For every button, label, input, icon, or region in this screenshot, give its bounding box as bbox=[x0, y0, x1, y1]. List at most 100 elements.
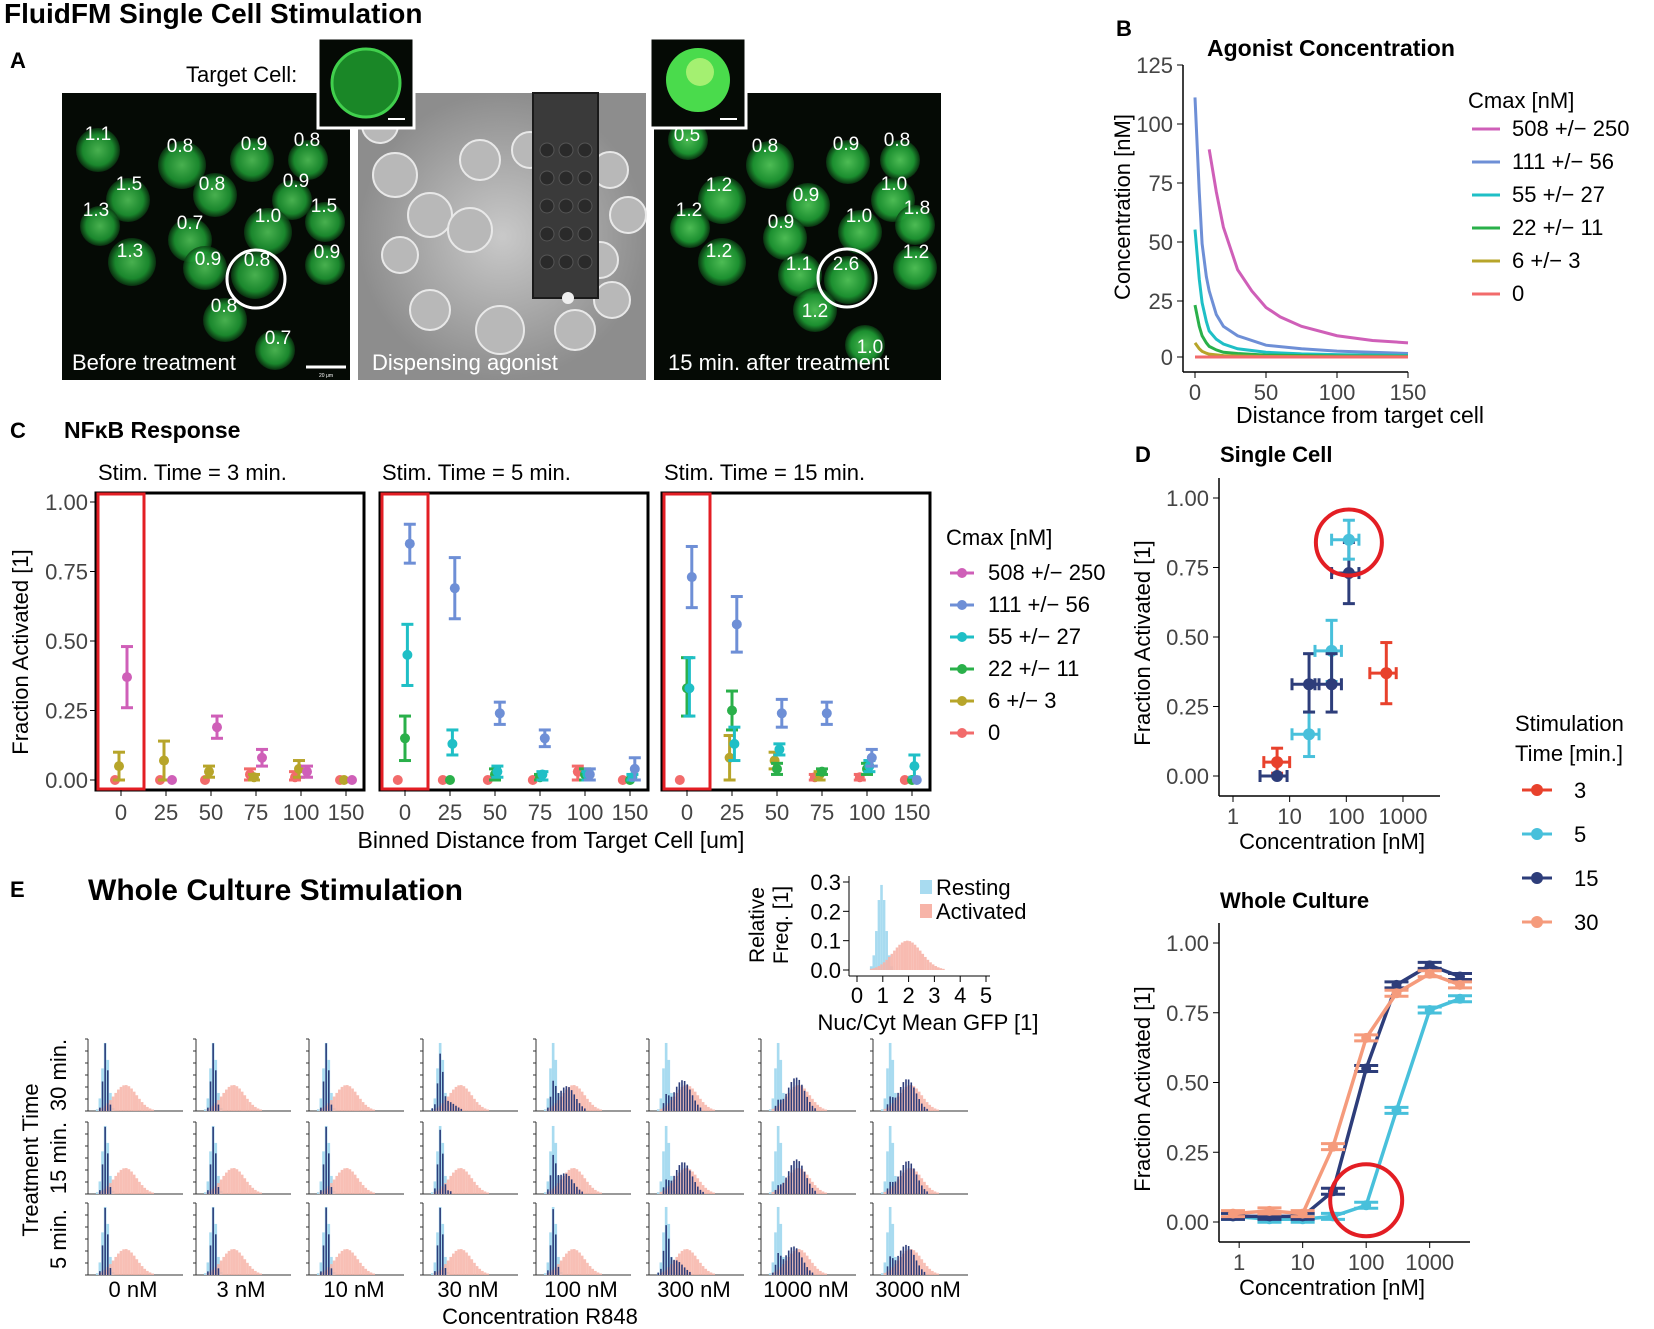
legend-key-activated bbox=[920, 904, 932, 918]
sample-bar bbox=[207, 1190, 209, 1194]
activated-bar bbox=[473, 1098, 476, 1111]
sample-bar bbox=[436, 1083, 439, 1111]
sample-bar bbox=[809, 1183, 811, 1194]
data-point bbox=[686, 572, 697, 583]
data-point bbox=[392, 775, 403, 785]
resting-bar bbox=[319, 1181, 323, 1194]
activated-bar bbox=[819, 1106, 822, 1111]
data-point bbox=[731, 619, 742, 630]
activated-bar bbox=[923, 1262, 926, 1275]
cell bbox=[698, 176, 746, 224]
activated-bar bbox=[230, 1085, 233, 1111]
activated-bar bbox=[816, 1187, 820, 1194]
resting-bar bbox=[203, 1192, 207, 1194]
column-label: 30 nM bbox=[437, 1277, 498, 1302]
cell bbox=[880, 140, 920, 180]
sample-bar bbox=[923, 1189, 926, 1194]
sample-bar bbox=[455, 1105, 457, 1111]
sample-bar bbox=[104, 1043, 106, 1111]
column-label: 1000 nM bbox=[763, 1277, 849, 1302]
activated-bar bbox=[465, 1088, 468, 1111]
activated-bar bbox=[372, 1109, 375, 1111]
sample-bar bbox=[798, 1252, 801, 1275]
after-value: 1.1 bbox=[786, 254, 812, 275]
sample-bar bbox=[549, 1096, 552, 1111]
panel-d-whole-plot: 0.00 0.25 0.50 0.75 1.00 1 10 100 1000 bbox=[1166, 923, 1472, 1275]
sample-bar bbox=[670, 1180, 673, 1194]
brightfield-cell bbox=[447, 207, 493, 253]
brightfield-cell bbox=[475, 305, 525, 355]
sample-bar bbox=[894, 1097, 897, 1111]
sample-bar bbox=[207, 1271, 209, 1275]
activated-bar bbox=[138, 1181, 141, 1194]
resting-bar bbox=[662, 1068, 665, 1111]
sample-bar bbox=[921, 1269, 923, 1275]
data-point bbox=[347, 775, 357, 785]
sample-bar bbox=[328, 1153, 330, 1194]
sample-bar bbox=[787, 1171, 790, 1194]
legend-label: 111 +/− 56 bbox=[1512, 149, 1614, 174]
activated-bar bbox=[369, 1108, 373, 1111]
cell bbox=[895, 205, 935, 245]
y-tick-label: 0.75 bbox=[1166, 1001, 1209, 1026]
activated-bar bbox=[230, 1249, 233, 1275]
sample-bar bbox=[889, 1096, 891, 1111]
data-point bbox=[494, 708, 505, 719]
cell bbox=[231, 251, 279, 299]
activated-bar bbox=[586, 1181, 589, 1194]
activated-bar bbox=[465, 1171, 468, 1194]
activated-bar bbox=[467, 1174, 471, 1194]
activated-bar bbox=[135, 1095, 139, 1111]
cell bbox=[698, 238, 746, 286]
activated-bar bbox=[599, 1273, 602, 1275]
legend-dot bbox=[957, 600, 967, 610]
sample-bar bbox=[907, 1246, 910, 1275]
sample-bar bbox=[215, 1234, 217, 1275]
legend-activated: Activated bbox=[936, 899, 1027, 924]
activated-bar bbox=[591, 1268, 595, 1275]
probe-hole bbox=[558, 170, 574, 186]
resting-bar bbox=[872, 955, 876, 970]
activated-bar bbox=[449, 1092, 453, 1111]
activated-bar bbox=[338, 1172, 341, 1194]
activated-bar bbox=[117, 1172, 120, 1194]
sample-bar bbox=[902, 1246, 905, 1275]
after-value: 1.2 bbox=[706, 241, 732, 262]
resting-bar bbox=[664, 1042, 668, 1111]
sample-bar bbox=[662, 1103, 665, 1111]
activated-bar bbox=[124, 1168, 128, 1194]
sample-bar bbox=[555, 1163, 557, 1194]
x-tick-label: 100 bbox=[849, 800, 886, 825]
after-value: 0.8 bbox=[884, 130, 910, 151]
activated-bar bbox=[361, 1185, 365, 1194]
resting-bar bbox=[543, 1192, 547, 1194]
resting-bar bbox=[95, 1273, 99, 1275]
activated-bar bbox=[575, 1169, 579, 1194]
activated-bar bbox=[143, 1268, 147, 1275]
target-inset-nucleus bbox=[686, 58, 714, 86]
activated-bar bbox=[693, 1255, 697, 1275]
activated-bar bbox=[923, 1098, 926, 1111]
resting-bar bbox=[779, 1059, 783, 1111]
legend-label: 22 +/− 11 bbox=[988, 656, 1079, 681]
activated-bar bbox=[580, 1091, 584, 1111]
resting-bar bbox=[546, 1098, 550, 1111]
activated-bar bbox=[359, 1181, 362, 1194]
activated-bar bbox=[256, 1272, 260, 1275]
activated-bar bbox=[470, 1178, 474, 1194]
activated-bar bbox=[486, 1273, 489, 1275]
data-point bbox=[1424, 1004, 1435, 1015]
sample-bar bbox=[217, 1104, 220, 1111]
activated-bar bbox=[459, 1085, 463, 1111]
after-value: 1.8 bbox=[904, 198, 930, 219]
sample-bar bbox=[101, 1164, 104, 1194]
sample-bar bbox=[905, 1161, 907, 1194]
data-point bbox=[404, 538, 415, 549]
activated-bar bbox=[111, 1179, 115, 1194]
sample-bar bbox=[689, 1170, 691, 1194]
sample-bar bbox=[897, 1176, 899, 1194]
resting-bar bbox=[869, 966, 873, 970]
activated-bar bbox=[928, 1187, 932, 1194]
panel-b-legend-title: Cmax [nM] bbox=[1468, 88, 1574, 113]
activated-bar bbox=[486, 1109, 489, 1111]
